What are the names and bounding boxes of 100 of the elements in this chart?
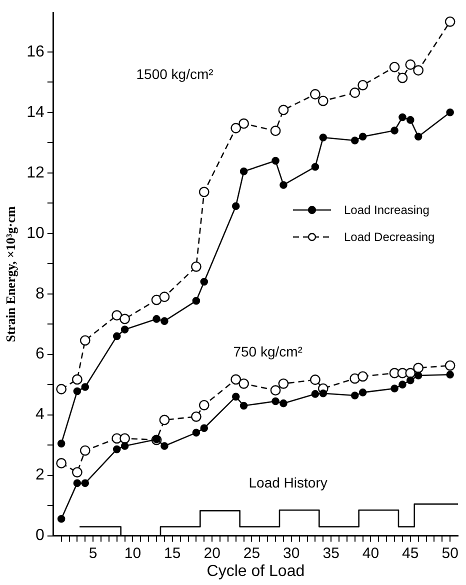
- point: [73, 387, 82, 396]
- point: [270, 385, 281, 396]
- point: [57, 440, 66, 448]
- point: [200, 278, 208, 286]
- legend-label: Load Increasing: [344, 202, 430, 216]
- y-tick-label: 6: [35, 346, 44, 363]
- point: [413, 362, 424, 374]
- point: [191, 261, 202, 272]
- point: [192, 296, 200, 305]
- y-tick-label: 2: [35, 466, 44, 484]
- point: [56, 384, 67, 394]
- point: [350, 88, 360, 98]
- point: [278, 104, 289, 116]
- point: [446, 370, 454, 379]
- legend-label: Load Decreasing: [344, 230, 435, 244]
- x-tick-label: 20: [204, 544, 220, 562]
- point: [272, 156, 280, 165]
- point: [390, 126, 398, 134]
- point: [278, 378, 289, 389]
- annotation: 750 kg/cm²: [233, 344, 303, 360]
- point: [57, 514, 66, 523]
- point: [398, 380, 406, 388]
- point: [73, 479, 82, 488]
- point: [200, 424, 208, 432]
- point: [80, 335, 90, 346]
- x-tick-label: 10: [124, 544, 142, 562]
- point: [311, 162, 320, 171]
- point: [444, 16, 456, 27]
- point: [120, 326, 129, 334]
- point: [112, 332, 121, 340]
- x-tick-label: 30: [283, 544, 300, 562]
- point: [230, 122, 242, 134]
- point: [232, 392, 240, 401]
- annotation: 1500 kg/cm²: [136, 66, 214, 82]
- point: [358, 80, 368, 90]
- point: [159, 292, 170, 302]
- y-tick-label: 14: [26, 104, 44, 121]
- point: [232, 202, 240, 210]
- y-tick-label: 10: [26, 224, 44, 242]
- point: [72, 467, 82, 478]
- x-tick-label: 25: [243, 544, 260, 562]
- y-tick-label: 0: [35, 527, 44, 544]
- point: [310, 374, 320, 385]
- point: [191, 411, 202, 422]
- point: [120, 433, 130, 444]
- point: [230, 374, 242, 385]
- point: [81, 383, 90, 391]
- point: [389, 62, 400, 72]
- point: [112, 445, 121, 454]
- point: [160, 442, 168, 450]
- point: [280, 181, 288, 189]
- point: [81, 479, 90, 488]
- point: [397, 72, 408, 84]
- point: [240, 167, 248, 176]
- x-tick-label: 5: [88, 544, 98, 562]
- point: [398, 113, 406, 122]
- point: [56, 458, 67, 468]
- point: [310, 89, 320, 100]
- point: [350, 136, 359, 144]
- point: [112, 310, 122, 321]
- x-axis-title: Cycle of Load: [206, 562, 305, 580]
- y-tick-label: 16: [26, 43, 44, 60]
- point: [358, 132, 367, 140]
- y-tick-label: 8: [35, 285, 44, 302]
- point: [444, 360, 456, 371]
- y-axis-title: Strain Energy, ×10³g·cm: [3, 206, 18, 342]
- point: [280, 399, 288, 408]
- x-tick-label: 50: [442, 544, 458, 562]
- point: [152, 315, 160, 323]
- point: [319, 134, 328, 142]
- point: [406, 376, 414, 384]
- point: [151, 294, 162, 306]
- point: [238, 118, 249, 129]
- x-tick-label: 45: [402, 544, 419, 562]
- point: [272, 397, 280, 406]
- point: [120, 442, 129, 450]
- point: [80, 445, 90, 456]
- point: [406, 116, 414, 124]
- point: [318, 96, 328, 106]
- point: [414, 132, 422, 140]
- x-tick-label: 40: [362, 544, 380, 562]
- point: [270, 126, 281, 136]
- point: [414, 372, 422, 380]
- point: [311, 390, 320, 398]
- point: [192, 428, 200, 437]
- point: [390, 384, 398, 392]
- point: [72, 374, 82, 385]
- point: [319, 389, 328, 398]
- x-tick-label: 15: [164, 544, 181, 562]
- point: [240, 402, 248, 410]
- point: [413, 65, 424, 76]
- point: [198, 400, 210, 410]
- point: [159, 414, 170, 426]
- annotation: Load History: [248, 474, 328, 490]
- point: [160, 317, 168, 325]
- point: [350, 392, 359, 400]
- y-tick-label: 4: [35, 406, 44, 424]
- y-tick-label: 12: [26, 164, 44, 182]
- point: [446, 108, 454, 116]
- point: [405, 59, 416, 70]
